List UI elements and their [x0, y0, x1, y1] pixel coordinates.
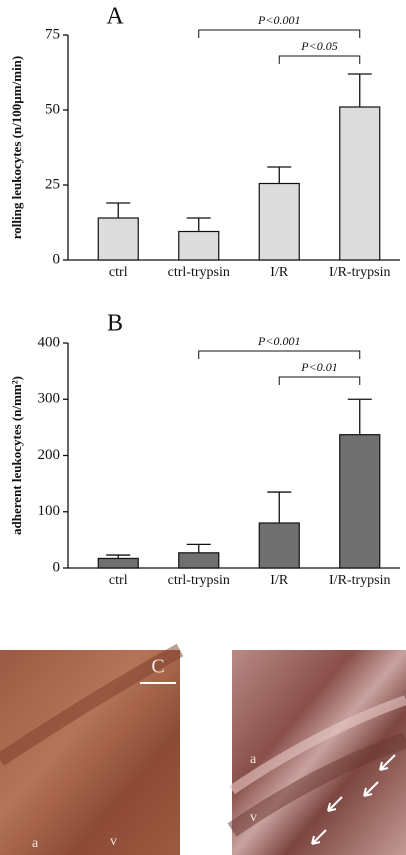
bar — [179, 553, 219, 568]
significance-label: P<0.001 — [257, 334, 300, 348]
bar — [98, 218, 138, 260]
x-tick-label: ctrl-trypsin — [168, 265, 230, 280]
vessel-label: v — [250, 810, 257, 825]
x-tick-label: ctrl — [109, 573, 128, 588]
significance-bracket — [279, 377, 360, 385]
y-tick-label: 100 — [38, 503, 61, 519]
y-tick-label: 75 — [45, 26, 60, 42]
vessel-label: a — [32, 836, 39, 851]
significance-bracket — [279, 56, 360, 64]
significance-label: P<0.001 — [257, 13, 300, 27]
y-tick-label: 400 — [38, 334, 61, 350]
bar — [98, 558, 138, 568]
bar — [259, 523, 299, 568]
bar — [179, 232, 219, 261]
significance-bracket — [199, 351, 360, 359]
y-tick-label: 0 — [53, 251, 61, 267]
panel-title: B — [107, 311, 123, 337]
y-tick-label: 25 — [45, 176, 60, 192]
vessel-label: a — [250, 752, 257, 767]
vessel-label: v — [110, 834, 117, 849]
bar — [259, 184, 299, 261]
significance-label: P<0.05 — [300, 39, 337, 53]
micrograph-left — [0, 650, 180, 855]
x-tick-label: I/R-trypsin — [329, 573, 390, 588]
x-tick-label: ctrl — [109, 265, 128, 280]
significance-label: P<0.01 — [300, 360, 337, 374]
figure: C a v a v Arolling leukocytes (n/100µm/m… — [0, 0, 406, 855]
significance-bracket — [199, 30, 360, 38]
bar — [340, 435, 380, 568]
y-axis-label: rolling leukocytes (n/100µm/min) — [9, 56, 24, 239]
y-tick-label: 200 — [38, 447, 61, 463]
x-tick-label: I/R-trypsin — [329, 265, 390, 280]
y-tick-label: 0 — [53, 559, 61, 575]
y-tick-label: 300 — [38, 391, 61, 407]
y-tick-label: 50 — [45, 101, 60, 117]
x-tick-label: I/R — [270, 265, 289, 280]
panel-label: C — [151, 656, 164, 678]
bar — [340, 107, 380, 260]
panel-title: A — [106, 4, 124, 30]
x-tick-label: I/R — [270, 573, 289, 588]
y-axis-label: adherent leukocytes (n/mm²) — [9, 376, 24, 535]
x-tick-label: ctrl-trypsin — [168, 573, 230, 588]
